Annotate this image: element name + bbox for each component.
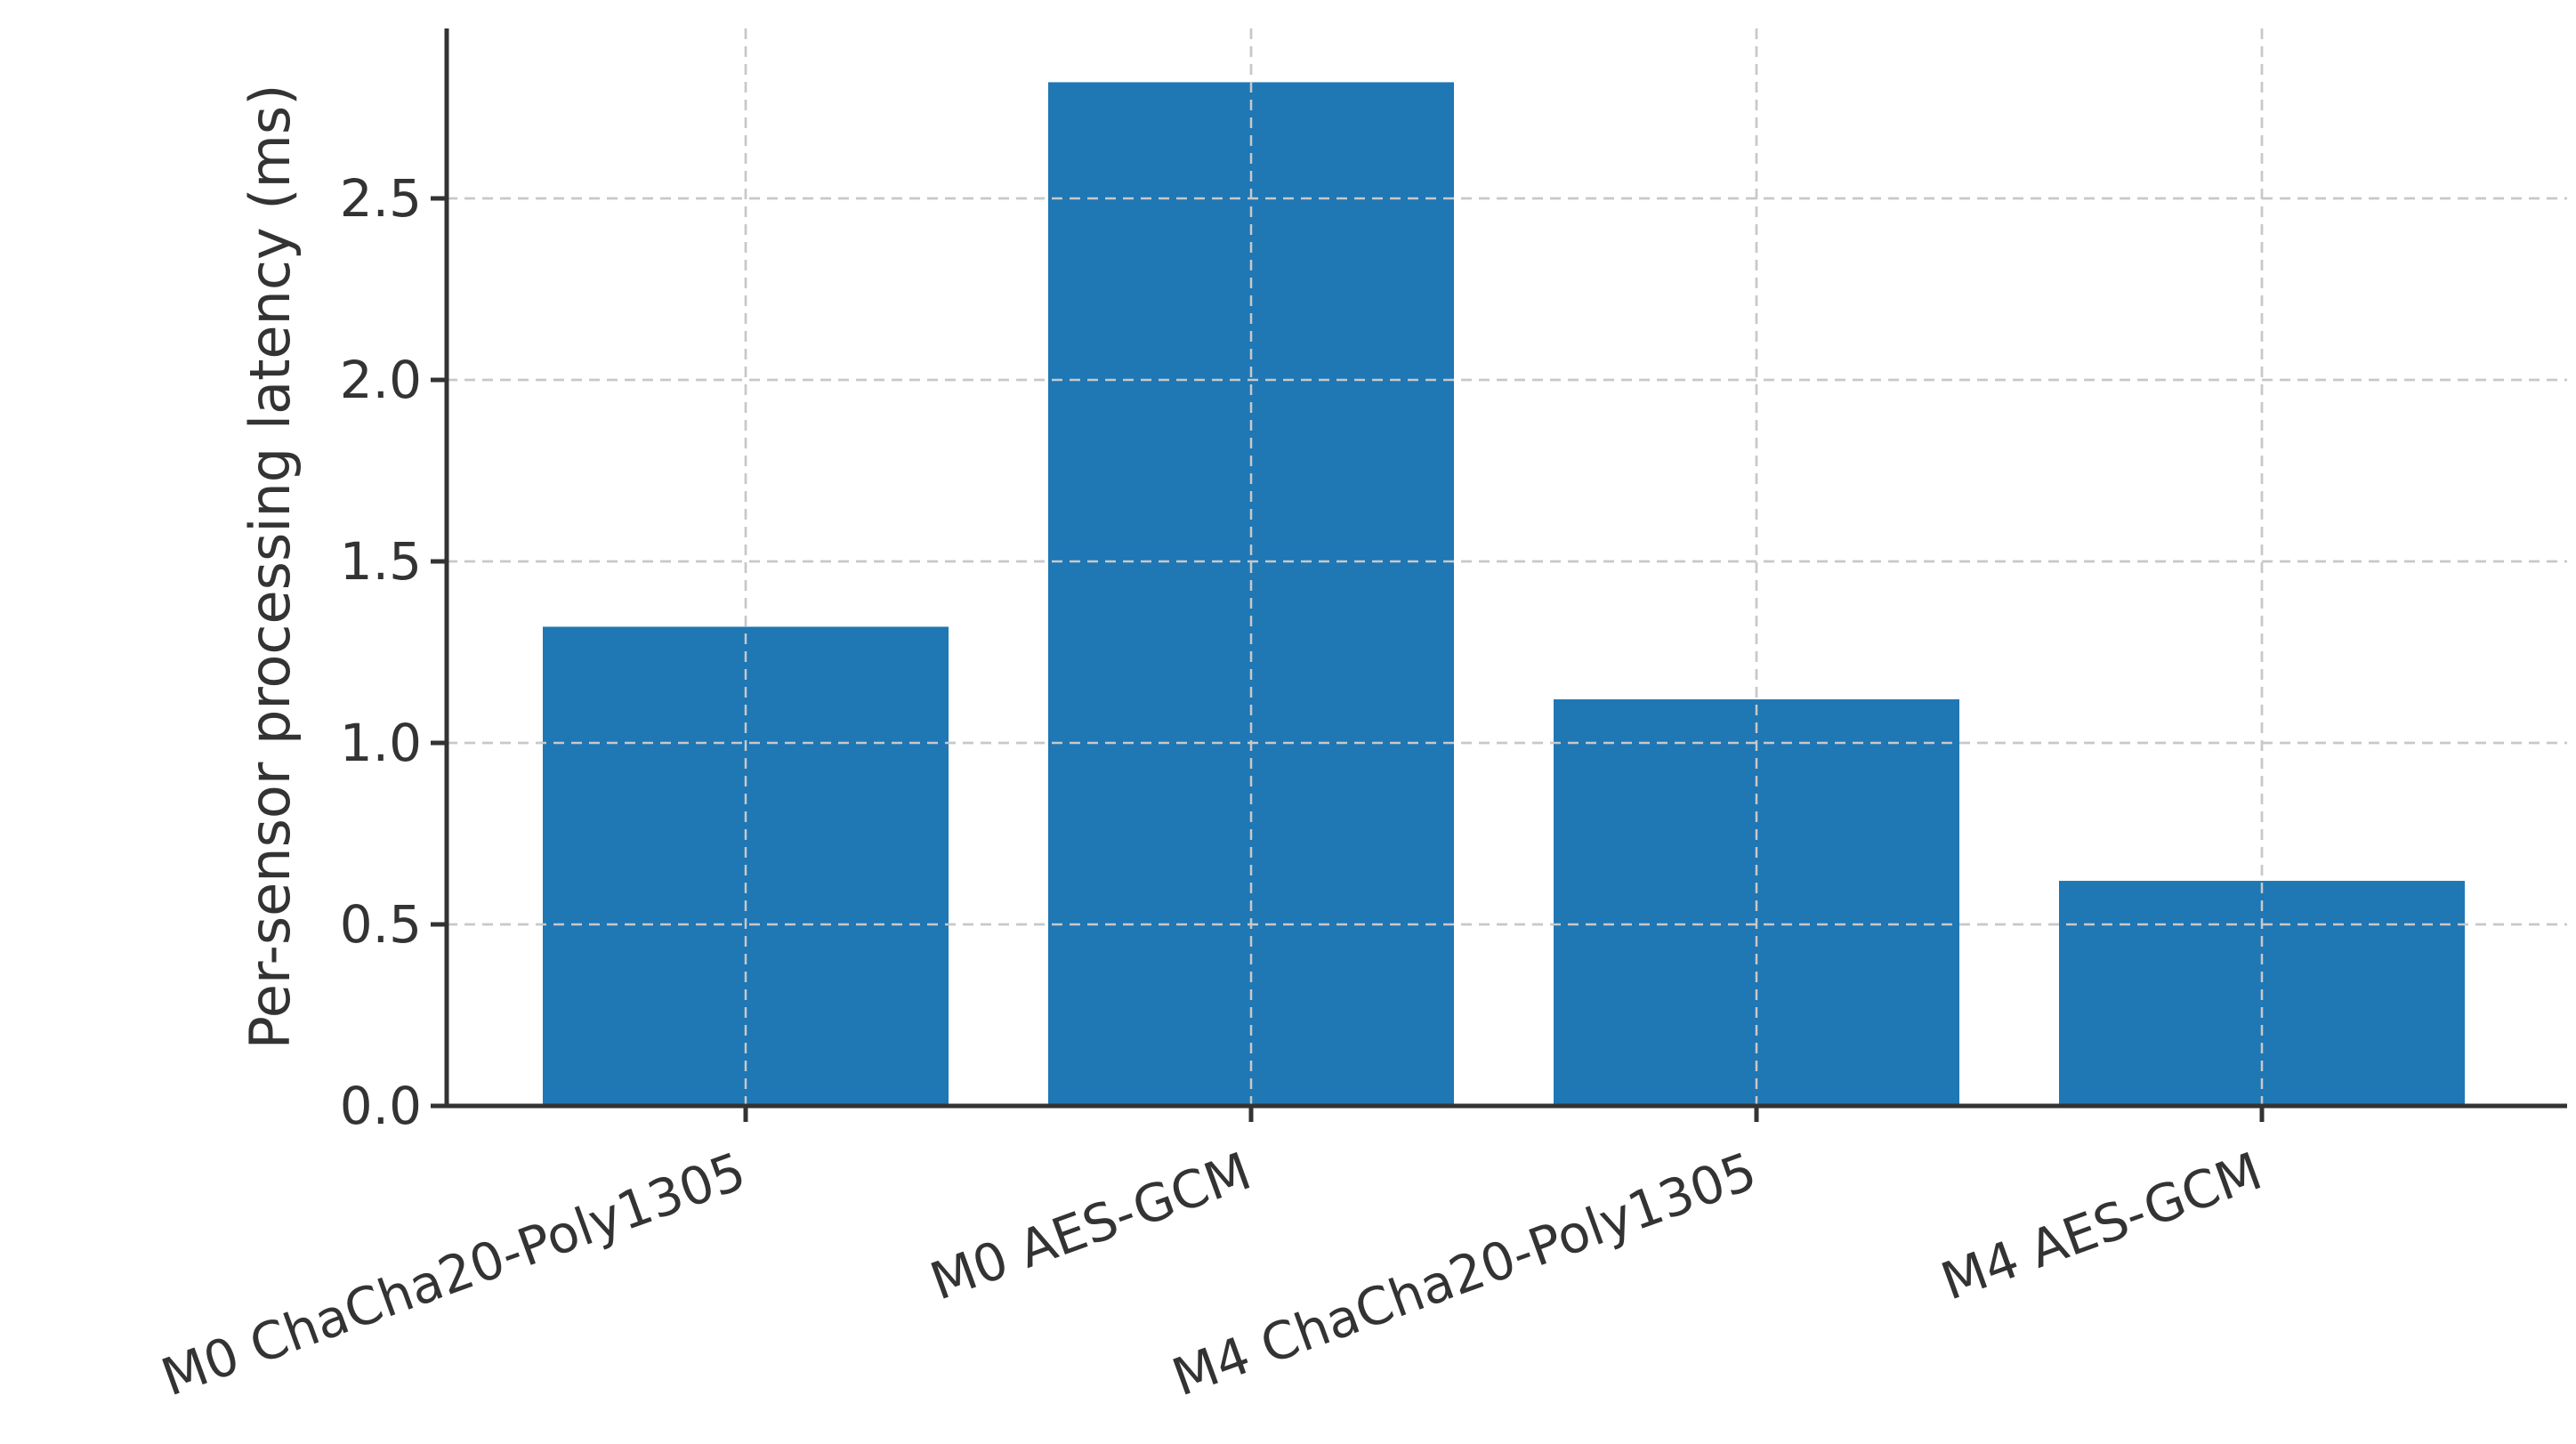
y-tick-label: 0.0 [340,1076,422,1136]
x-tick-label: M4 AES-GCM [1934,1141,2270,1312]
bar-layer [447,28,2567,1107]
y-tick-label: 0.5 [340,894,422,955]
y-tick-label: 2.0 [340,350,422,410]
x-tick-label: M0 ChaCha20-Poly1305 [154,1141,754,1408]
y-tick-label: 1.0 [340,713,422,773]
x-tick-label: M0 AES-GCM [923,1141,1259,1312]
y-tick-label: 2.5 [340,168,422,229]
bar [1048,82,1454,1107]
x-tick-label: M4 ChaCha20-Poly1305 [1165,1141,1764,1408]
y-axis-title: Per-sensor processing latency (ms) [238,85,303,1050]
y-tick-label: 1.5 [340,531,422,592]
